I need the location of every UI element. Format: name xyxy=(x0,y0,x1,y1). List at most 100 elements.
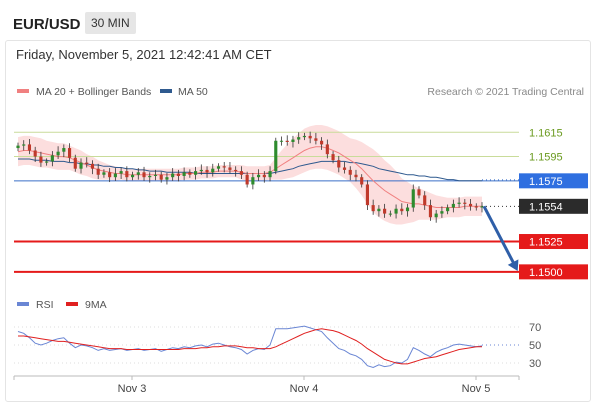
candle-body xyxy=(27,144,32,151)
candle-body xyxy=(119,171,123,174)
candle-body xyxy=(291,139,295,142)
candle-body xyxy=(446,207,450,212)
ma20-legend-swatch xyxy=(17,89,29,93)
x-tick-label: Nov 3 xyxy=(118,383,147,395)
candle-body xyxy=(205,169,209,173)
candle-body xyxy=(480,206,484,208)
header: EUR/USD 30 MIN xyxy=(0,0,594,44)
candle-body xyxy=(400,208,404,212)
candle-body xyxy=(463,202,467,204)
rsi-legend: RSI 9MA xyxy=(17,299,107,311)
candle-body xyxy=(383,208,387,214)
candle-body xyxy=(153,174,158,176)
candle-body xyxy=(245,174,249,185)
x-tick-label: Nov 5 xyxy=(462,383,491,395)
candle-body xyxy=(360,177,364,185)
candle-body xyxy=(405,207,410,212)
candle-body xyxy=(342,167,347,170)
candle-body xyxy=(297,137,301,140)
candle-body xyxy=(22,144,26,146)
candle-body xyxy=(365,184,370,206)
candle-body xyxy=(96,168,100,175)
pivot-tag xyxy=(519,173,588,189)
candle-body xyxy=(211,168,215,173)
credit-text: Research © 2021 Trading Central xyxy=(427,86,584,98)
x-axis: Nov 3 Nov 4 Nov 5 xyxy=(13,375,520,395)
candle-body xyxy=(108,172,112,178)
price-panel: 1.1615 1.1595 1.1575 1.1554 1.1525 1.1500 xyxy=(14,125,588,280)
candle-body xyxy=(125,171,129,178)
resistance-1-label: 1.1595 xyxy=(529,152,563,164)
candle-body xyxy=(39,156,43,163)
candle-body xyxy=(73,157,77,169)
rsi-legend-label: RSI xyxy=(36,299,54,311)
ma50-legend-swatch xyxy=(160,89,172,93)
candle-body xyxy=(165,177,169,180)
candle-body xyxy=(113,173,117,178)
rsi-ma-line xyxy=(18,328,482,365)
candle-body xyxy=(194,171,198,175)
candle-body xyxy=(176,173,180,176)
candle-body xyxy=(474,206,478,208)
candle-body xyxy=(148,175,152,178)
candle-body xyxy=(136,172,140,175)
candle-body xyxy=(234,169,238,172)
candle-body xyxy=(130,174,135,178)
candle-body xyxy=(45,161,49,163)
candle-body xyxy=(348,169,352,175)
candle-body xyxy=(331,154,335,161)
candle-body xyxy=(417,189,421,196)
candle-body xyxy=(268,171,272,178)
instrument-name: EUR/USD xyxy=(13,16,81,33)
candle-body xyxy=(79,162,83,169)
candle-body xyxy=(222,166,226,168)
candle-body xyxy=(159,174,163,180)
candle-body xyxy=(388,213,392,215)
ma50-legend-label: MA 50 xyxy=(178,86,208,98)
candle-body xyxy=(394,208,398,214)
candle-body xyxy=(274,140,278,172)
candle-body xyxy=(320,140,324,145)
candle-body xyxy=(423,195,427,206)
candle-body xyxy=(50,155,54,162)
candle-body xyxy=(440,211,444,214)
candle-body xyxy=(325,144,329,155)
chart-frame xyxy=(5,40,591,402)
candle-body xyxy=(67,148,72,158)
timeframe-badge[interactable]: 30 MIN xyxy=(85,12,136,34)
candle-body xyxy=(199,169,203,172)
rsi-tick-label: 50 xyxy=(529,340,541,352)
candle-body xyxy=(216,166,221,169)
candle-body xyxy=(262,174,266,178)
rsi-ma-legend-swatch xyxy=(66,302,78,306)
candle-body xyxy=(171,173,175,178)
candle-body xyxy=(354,174,358,178)
candle-body xyxy=(56,151,60,156)
rsi-line xyxy=(17,325,483,369)
support-1-label: 1.1525 xyxy=(529,237,563,249)
rsi-legend-swatch xyxy=(17,302,29,306)
candle-body xyxy=(451,203,455,208)
rsi-tick-label: 30 xyxy=(529,358,541,370)
candle-body xyxy=(62,148,66,152)
price-legend: MA 20 + Bollinger Bands MA 50 Research ©… xyxy=(17,86,584,98)
candlesticks xyxy=(16,131,484,223)
candle-body xyxy=(239,171,243,175)
candle-body xyxy=(251,177,255,185)
candle-body xyxy=(257,174,261,178)
candle-body xyxy=(182,172,186,176)
rsi-panel: 70 50 30 xyxy=(14,322,541,370)
pivot-label: 1.1575 xyxy=(529,176,563,188)
candle-body xyxy=(142,172,146,178)
candle-body xyxy=(457,202,461,204)
candle-body xyxy=(468,203,473,207)
candle-body xyxy=(102,172,106,175)
resistance-2-label: 1.1615 xyxy=(529,127,563,139)
rsi-tick-label: 70 xyxy=(529,322,541,334)
current-tag xyxy=(519,198,588,214)
current-label: 1.1554 xyxy=(529,201,563,213)
support-1-tag xyxy=(519,234,588,250)
candle-body xyxy=(228,167,232,170)
candle-body xyxy=(308,135,312,139)
ma20-line xyxy=(17,146,482,208)
